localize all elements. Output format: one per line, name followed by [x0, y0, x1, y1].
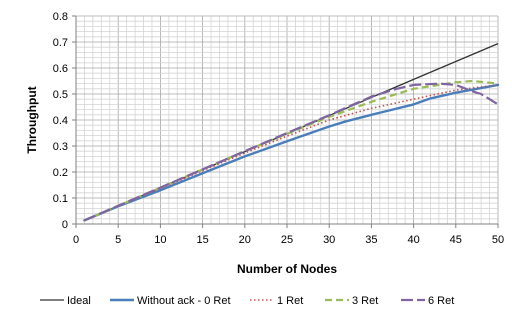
y-tick-label: 0.3 — [53, 141, 68, 153]
x-tick-label: 35 — [365, 234, 377, 246]
legend-label: Without ack - 0 Ret — [137, 295, 231, 307]
y-tick-label: 0.7 — [53, 37, 68, 49]
y-tick-label: 0.1 — [53, 193, 68, 205]
y-tick-label: 0.2 — [53, 167, 68, 179]
series-line-3 — [84, 84, 499, 222]
grid-layer — [75, 15, 499, 225]
x-tick-label: 45 — [450, 234, 462, 246]
x-tick-label: 10 — [154, 234, 166, 246]
y-tick-label: 0.4 — [53, 115, 68, 127]
y-axis-title: Throughput — [25, 86, 39, 153]
ticks-layer: 0 5 10 15 20 25 30 35 40 45 50 0 0.1 0.2 0.3 0.4 0.5 0.6 0… — [53, 11, 504, 246]
series-layer — [83, 43, 500, 222]
y-tick-label: 0.6 — [53, 63, 68, 75]
series-line-4 — [83, 79, 499, 222]
x-tick-label: 0 — [73, 234, 79, 246]
legend-label: Ideal — [67, 295, 91, 307]
legend: Ideal Without ack - 0 Ret 1 Ret 3 Ret 6 Ret — [40, 295, 454, 307]
x-tick-label: 15 — [196, 234, 208, 246]
y-tick-label: 0.5 — [53, 89, 68, 101]
legend-label: 3 Ret — [352, 295, 378, 307]
x-tick-label: 50 — [492, 234, 504, 246]
series-line-5 — [83, 82, 499, 222]
y-tick-label: 0 — [62, 219, 68, 231]
x-tick-label: 20 — [239, 234, 251, 246]
x-tick-label: 40 — [407, 234, 419, 246]
x-tick-label: 25 — [281, 234, 293, 246]
x-tick-label: 5 — [115, 234, 121, 246]
x-axis-title: Number of Nodes — [237, 262, 337, 276]
y-tick-label: 0.8 — [53, 11, 68, 23]
legend-label: 1 Ret — [277, 295, 303, 307]
legend-label: 6 Ret — [428, 295, 454, 307]
x-tick-label: 30 — [323, 234, 335, 246]
series-line-2 — [83, 83, 500, 222]
